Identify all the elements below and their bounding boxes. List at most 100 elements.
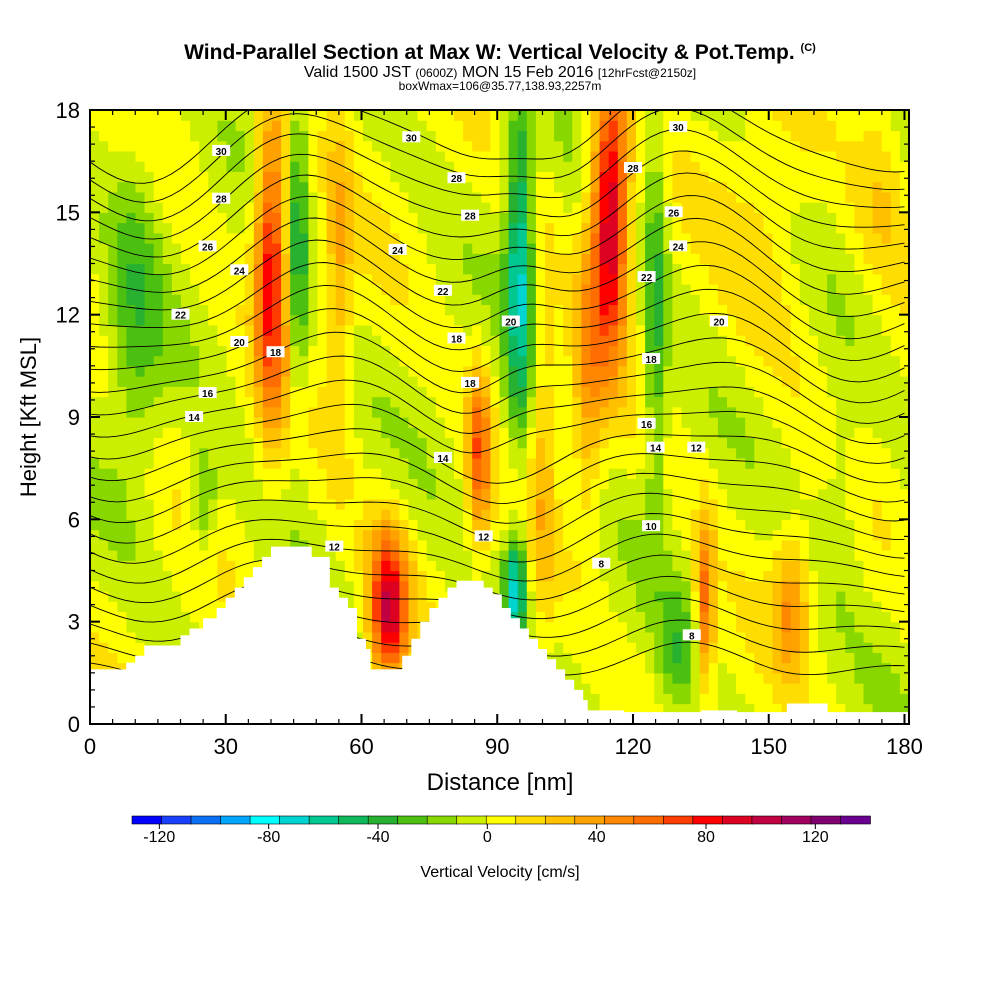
velocity-cell bbox=[690, 498, 701, 510]
velocity-cell bbox=[763, 365, 774, 377]
velocity-cell bbox=[417, 457, 428, 469]
velocity-cell bbox=[645, 212, 655, 224]
velocity-cell bbox=[836, 253, 846, 265]
velocity-cell bbox=[645, 642, 655, 653]
velocity-cell bbox=[199, 263, 209, 275]
velocity-cell bbox=[499, 345, 510, 357]
velocity-cell bbox=[799, 642, 810, 653]
velocity-cell bbox=[444, 150, 455, 162]
velocity-cell bbox=[499, 150, 510, 162]
velocity-cell bbox=[663, 140, 673, 152]
velocity-cell bbox=[617, 130, 628, 142]
velocity-cell bbox=[244, 478, 255, 490]
velocity-cell bbox=[262, 335, 273, 346]
velocity-cell bbox=[708, 447, 719, 459]
velocity-cell bbox=[790, 683, 801, 694]
velocity-cell bbox=[344, 498, 355, 510]
velocity-cell bbox=[126, 642, 137, 653]
velocity-cell bbox=[217, 294, 228, 306]
velocity-cell bbox=[554, 243, 564, 254]
velocity-cell bbox=[353, 570, 364, 582]
velocity-cell bbox=[117, 386, 127, 398]
velocity-cell bbox=[390, 232, 400, 244]
velocity-cell bbox=[317, 222, 328, 234]
velocity-cell bbox=[126, 110, 137, 121]
velocity-cell bbox=[663, 672, 673, 684]
velocity-cell bbox=[599, 232, 610, 244]
velocity-cell bbox=[181, 478, 191, 490]
velocity-cell bbox=[162, 263, 173, 275]
velocity-cell bbox=[654, 427, 664, 439]
velocity-cell bbox=[563, 150, 573, 162]
velocity-cell bbox=[836, 642, 846, 653]
velocity-cell bbox=[126, 273, 137, 285]
velocity-cell bbox=[153, 273, 164, 285]
velocity-cell bbox=[535, 509, 546, 520]
velocity-cell bbox=[654, 570, 664, 582]
velocity-cell bbox=[290, 519, 300, 531]
velocity-cell bbox=[417, 396, 428, 408]
velocity-cell bbox=[272, 171, 282, 183]
velocity-cell bbox=[90, 662, 100, 674]
velocity-cell bbox=[708, 662, 719, 674]
velocity-cell bbox=[818, 529, 828, 541]
velocity-cell bbox=[535, 232, 546, 244]
velocity-cell bbox=[372, 202, 382, 213]
velocity-cell bbox=[818, 202, 828, 213]
velocity-cell bbox=[736, 662, 746, 674]
velocity-cell bbox=[181, 253, 191, 265]
velocity-cell bbox=[681, 447, 692, 459]
velocity-cell bbox=[526, 161, 537, 172]
velocity-cell bbox=[727, 529, 737, 541]
velocity-cell bbox=[772, 324, 783, 336]
velocity-cell bbox=[335, 110, 346, 121]
velocity-cell bbox=[836, 611, 846, 623]
velocity-cell bbox=[672, 683, 683, 694]
velocity-cell bbox=[190, 478, 200, 490]
velocity-cell bbox=[708, 335, 719, 346]
velocity-cell bbox=[781, 693, 792, 705]
velocity-cell bbox=[508, 447, 519, 459]
velocity-cell bbox=[636, 642, 646, 653]
velocity-cell bbox=[208, 335, 218, 346]
velocity-cell bbox=[654, 662, 664, 674]
velocity-cell bbox=[563, 601, 573, 613]
velocity-cell bbox=[526, 529, 537, 541]
velocity-cell bbox=[171, 570, 182, 582]
velocity-cell bbox=[736, 253, 746, 265]
velocity-cell bbox=[554, 406, 564, 418]
velocity-cell bbox=[645, 406, 655, 418]
velocity-cell bbox=[608, 509, 619, 520]
velocity-cell bbox=[317, 468, 328, 479]
velocity-cell bbox=[490, 529, 501, 541]
velocity-cell bbox=[153, 621, 164, 633]
velocity-cell bbox=[808, 273, 819, 285]
velocity-cell bbox=[381, 590, 391, 602]
velocity-cell bbox=[827, 232, 837, 244]
velocity-cell bbox=[262, 212, 273, 224]
velocity-cell bbox=[108, 253, 118, 265]
velocity-cell bbox=[808, 488, 819, 500]
velocity-cell bbox=[772, 386, 783, 398]
velocity-cell bbox=[763, 519, 774, 531]
velocity-cell bbox=[235, 376, 246, 387]
velocity-cell bbox=[626, 130, 637, 142]
velocity-cell bbox=[581, 570, 592, 582]
velocity-cell bbox=[108, 539, 118, 551]
velocity-cell bbox=[199, 376, 209, 387]
velocity-cell bbox=[162, 590, 173, 602]
velocity-cell bbox=[135, 631, 146, 643]
velocity-cell bbox=[663, 294, 673, 306]
velocity-cell bbox=[162, 283, 173, 295]
velocity-cell bbox=[490, 550, 501, 561]
velocity-cell bbox=[590, 283, 601, 295]
velocity-cell bbox=[144, 468, 155, 479]
velocity-cell bbox=[608, 263, 619, 275]
velocity-cell bbox=[399, 283, 410, 295]
velocity-cell bbox=[672, 161, 683, 172]
velocity-cell bbox=[472, 488, 482, 500]
velocity-cell bbox=[790, 509, 801, 520]
velocity-cell bbox=[454, 130, 464, 142]
velocity-cell bbox=[326, 417, 337, 428]
velocity-cell bbox=[745, 314, 755, 326]
